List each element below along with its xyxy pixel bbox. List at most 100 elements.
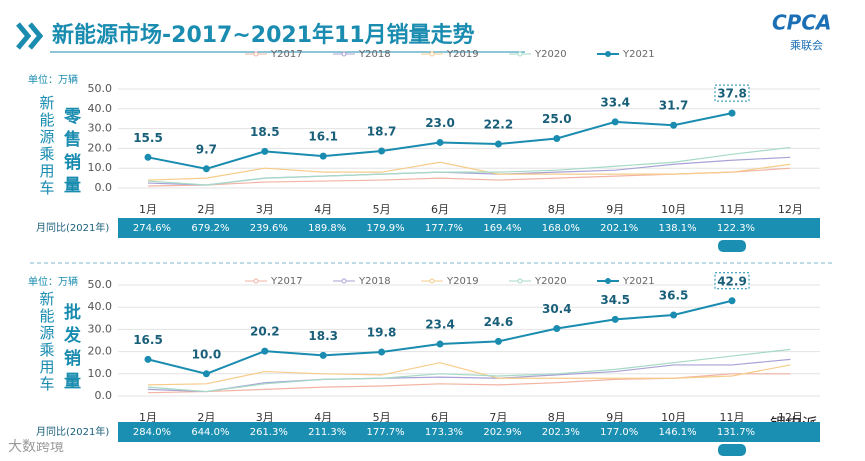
yoy-value: 146.1% xyxy=(659,427,697,438)
x-tick-label: 2月 xyxy=(197,203,215,216)
x-tick-label: 8月 xyxy=(548,203,566,216)
yoy-value: 122.3% xyxy=(717,223,755,234)
yoy-bar xyxy=(30,422,820,442)
legend-marker xyxy=(517,51,523,57)
y-tick-label: 50.0 xyxy=(88,82,113,95)
x-tick-label: 11月 xyxy=(720,411,745,424)
legend-label: Y2018 xyxy=(358,49,391,60)
x-tick-label: 9月 xyxy=(606,203,624,216)
yoy-value: 211.3% xyxy=(308,427,346,438)
car-icon xyxy=(718,444,746,456)
data-label: 37.8 xyxy=(717,87,747,101)
data-label: 19.8 xyxy=(367,326,397,340)
legend-label: Y2020 xyxy=(534,276,567,287)
y-tick-label: 20.0 xyxy=(88,345,113,358)
x-tick-label: 9月 xyxy=(606,411,624,424)
yoy-value: 173.3% xyxy=(425,427,463,438)
point xyxy=(728,297,736,305)
point xyxy=(261,347,269,355)
yoy-value: 168.0% xyxy=(542,223,580,234)
x-tick-label: 12月 xyxy=(778,411,803,424)
y-tick-label: 0.0 xyxy=(95,181,113,194)
x-tick-label: 8月 xyxy=(548,411,566,424)
data-label: 9.7 xyxy=(196,142,217,156)
yoy-value: 202.9% xyxy=(483,427,521,438)
legend-marker xyxy=(253,278,259,284)
data-label: 34.5 xyxy=(600,293,630,307)
y-tick-label: 50.0 xyxy=(88,278,113,291)
point xyxy=(436,340,444,348)
highlight-box xyxy=(714,84,750,102)
yoy-value: 177.0% xyxy=(600,427,638,438)
x-tick-label: 10月 xyxy=(661,203,686,216)
point xyxy=(670,311,678,319)
x-tick-label: 12月 xyxy=(778,203,803,216)
data-label: 18.3 xyxy=(308,329,338,343)
y-tick-label: 10.0 xyxy=(88,367,113,380)
logo-sub: 乘联会 xyxy=(790,39,823,52)
point xyxy=(319,152,327,160)
data-label: 16.1 xyxy=(308,130,338,144)
point xyxy=(144,153,152,161)
legend-label: Y2021 xyxy=(622,276,655,287)
side-label: 新能源乘用车 xyxy=(38,291,56,393)
legend-marker xyxy=(341,51,347,57)
legend-marker xyxy=(253,51,259,57)
legend-marker xyxy=(517,278,523,284)
highlight-box xyxy=(714,272,750,290)
legend-label: Y2020 xyxy=(534,49,567,60)
yoy-label-bg xyxy=(30,422,118,442)
title-chevrons xyxy=(16,22,44,50)
x-tick-label: 3月 xyxy=(256,203,274,216)
y-tick-label: 30.0 xyxy=(88,122,113,135)
point xyxy=(144,355,152,363)
x-tick-label: 4月 xyxy=(314,203,332,216)
yoy-label: 月同比(2021年) xyxy=(36,221,109,234)
x-tick-label: 7月 xyxy=(489,203,507,216)
yoy-value: 138.1% xyxy=(659,223,697,234)
y-tick-label: 0.0 xyxy=(95,389,113,402)
point xyxy=(611,315,619,323)
unit-label: 单位：万辆 xyxy=(28,275,78,288)
legend-label: Y2019 xyxy=(446,276,479,287)
point xyxy=(494,337,502,345)
data-label: 18.5 xyxy=(250,125,280,139)
yoy-value: 177.7% xyxy=(425,223,463,234)
yoy-value: 202.3% xyxy=(542,427,580,438)
point xyxy=(319,351,327,359)
yoy-value: 239.6% xyxy=(250,223,288,234)
x-tick-label: 1月 xyxy=(139,203,157,216)
data-label: 10.0 xyxy=(192,347,222,361)
y-tick-label: 30.0 xyxy=(88,322,113,335)
point xyxy=(728,109,736,117)
data-label: 24.6 xyxy=(484,315,514,329)
point xyxy=(202,370,210,378)
data-label: 16.5 xyxy=(133,333,163,347)
legend-marker xyxy=(429,278,435,284)
data-label: 23.0 xyxy=(425,116,455,130)
yoy-label: 月同比(2021年) xyxy=(36,425,109,438)
page-title: 新能源市场-2017~2021年11月销量走势 xyxy=(52,22,475,48)
legend-marker xyxy=(429,51,435,57)
point xyxy=(670,121,678,129)
x-tick-label: 5月 xyxy=(373,203,391,216)
x-tick-label: 11月 xyxy=(720,203,745,216)
y-tick-label: 40.0 xyxy=(88,300,113,313)
point xyxy=(261,147,269,155)
yoy-value: 179.9% xyxy=(367,223,405,234)
side-label: 新能源乘用车 xyxy=(38,95,56,197)
legend-label: Y2017 xyxy=(270,49,303,60)
data-label: 42.9 xyxy=(717,274,747,288)
y-tick-label: 20.0 xyxy=(88,141,113,154)
series-line xyxy=(147,358,791,393)
series-line xyxy=(147,146,791,186)
footer-left: 大数跨境 xyxy=(8,439,64,455)
legend-marker xyxy=(341,278,347,284)
x-tick-label: 4月 xyxy=(314,411,332,424)
car-icon xyxy=(718,240,746,252)
yoy-bar xyxy=(30,218,820,238)
x-tick-label: 1月 xyxy=(139,411,157,424)
y-tick-label: 10.0 xyxy=(88,161,113,174)
data-label: 22.2 xyxy=(484,118,514,132)
y-tick-label: 40.0 xyxy=(88,102,113,115)
